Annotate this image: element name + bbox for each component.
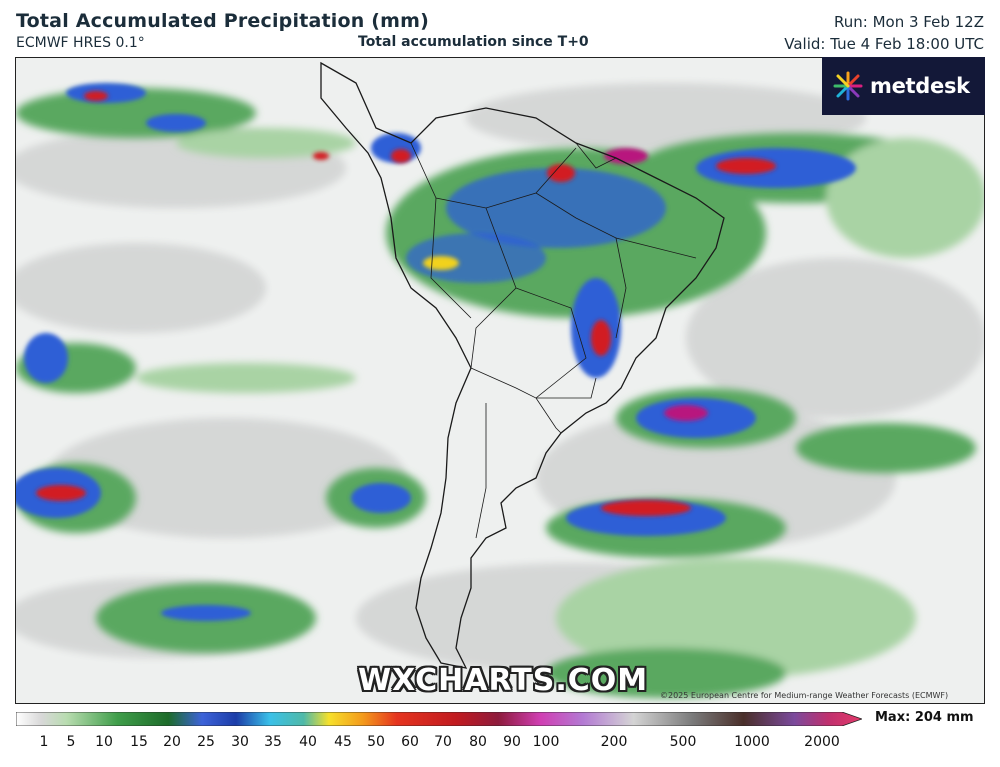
continent-outline [320, 61, 725, 669]
burst-logo-icon [833, 71, 863, 101]
copyright-notice: ©2025 European Centre for Medium-range W… [660, 691, 949, 700]
valid-label: Valid: Tue 4 Feb 18:00 UTC [784, 35, 984, 53]
scale-tick-label: 50 [367, 734, 385, 750]
scale-tick-label: 100 [532, 734, 560, 750]
scale-tick-label: 60 [401, 734, 419, 750]
scale-tick-label: 35 [264, 734, 282, 750]
scale-tick-label: 15 [130, 734, 148, 750]
scale-tick-label: 2000 [804, 734, 840, 750]
heavy-precip-layer [36, 91, 776, 516]
watermark: WXCHARTS.COM [358, 663, 649, 698]
logo-text: metdesk [870, 74, 970, 98]
scale-tick-label: 20 [163, 734, 181, 750]
scale-tick-label: 1000 [734, 734, 770, 750]
scale-tick-label: 80 [469, 734, 487, 750]
chart-title: Total Accumulated Precipitation (mm) [16, 10, 430, 32]
scale-tick-label: 10 [95, 734, 113, 750]
scale-tick-label: 25 [197, 734, 215, 750]
scale-tick-label: 500 [669, 734, 697, 750]
scale-tick-label: 1 [39, 734, 49, 750]
metdesk-logo: metdesk [822, 57, 985, 115]
precipitation-map [15, 57, 985, 704]
blue-precip-layer [16, 83, 856, 621]
scale-tick-label: 40 [299, 734, 317, 750]
color-scale-bar [16, 712, 862, 726]
max-value-label: Max: 204 mm [875, 710, 974, 725]
accumulation-label: Total accumulation since T+0 [358, 34, 589, 50]
run-label: Run: Mon 3 Feb 12Z [834, 13, 984, 31]
scale-tick-label: 90 [503, 734, 521, 750]
scale-tick-label: 5 [66, 734, 76, 750]
scale-tick-label: 200 [600, 734, 628, 750]
map-canvas [16, 61, 984, 698]
model-label: ECMWF HRES 0.1° [16, 35, 145, 51]
scale-tick-label: 70 [434, 734, 452, 750]
scale-tick-label: 45 [334, 734, 352, 750]
scale-tick-label: 30 [231, 734, 249, 750]
country-borders [410, 142, 697, 539]
scale-tick-labels: 1 5 10 15 20 25 30 35 40 45 50 60 70 80 90 100 200 500 100… [0, 734, 1000, 754]
